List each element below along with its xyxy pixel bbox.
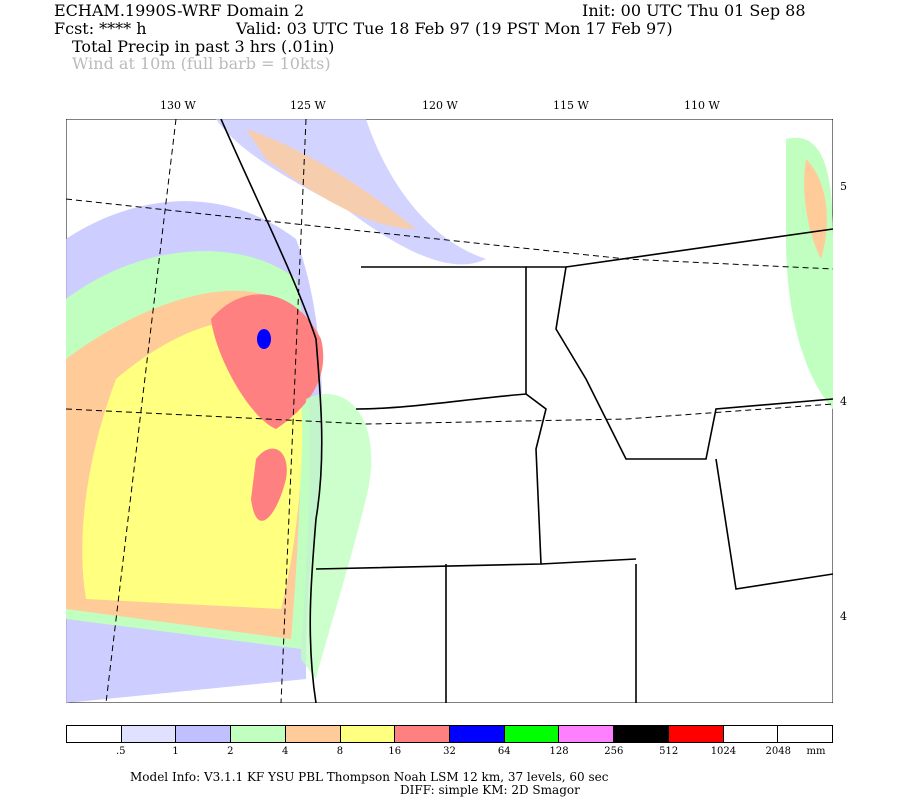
- colorbar-swatch: [395, 726, 451, 742]
- colorbar-swatch: [723, 726, 779, 742]
- lat-label: 4: [840, 610, 847, 623]
- colorbar-tick-label: 2048: [765, 746, 791, 757]
- colorbar-swatch: [285, 726, 341, 742]
- colorbar-tick-label: 512: [659, 746, 679, 757]
- colorbar-swatch: [450, 726, 505, 742]
- colorbar-swatch: [668, 726, 724, 742]
- colorbar-tick-label: 128: [549, 746, 569, 757]
- field-label-wind: Wind at 10m (full barb = 10kts): [72, 54, 331, 73]
- diffusion-info: DIFF: simple KM: 2D Smagor: [400, 783, 580, 797]
- colorbar-swatch: [559, 726, 615, 742]
- lon-label: 130 W: [160, 99, 196, 112]
- lon-label: 125 W: [290, 99, 326, 112]
- colorbar-unit: mm: [806, 746, 826, 757]
- colorbar-tick-label: 8: [336, 746, 344, 757]
- colorbar-tick-label: 256: [604, 746, 624, 757]
- colorbar-tick-label: .5: [116, 746, 126, 757]
- forecast-hour: Fcst: **** h: [54, 19, 147, 38]
- colorbar-swatch: [176, 726, 232, 742]
- colorbar-tick-label: 4: [281, 746, 289, 757]
- valid-time: Valid: 03 UTC Tue 18 Feb 97 (19 PST Mon …: [236, 19, 673, 38]
- field-label-precip: Total Precip in past 3 hrs (.01in): [72, 37, 335, 56]
- lat-label: 4: [840, 395, 847, 408]
- colorbar-tick-label: 1024: [710, 746, 737, 757]
- colorbar-swatch: [67, 726, 122, 742]
- colorbar-swatch: [504, 726, 560, 742]
- colorbar-tick-label: 64: [497, 746, 511, 757]
- colorbar-tick-label: 16: [388, 746, 402, 757]
- lat-label: 5: [840, 180, 847, 193]
- colorbar-swatch: [778, 726, 833, 742]
- map-title: ECHAM.1990S-WRF Domain 2: [54, 1, 305, 20]
- colorbar-swatch: [121, 726, 177, 742]
- lon-label: 115 W: [553, 99, 589, 112]
- colorbar-swatch: [231, 726, 286, 742]
- precip-shading: [66, 119, 833, 703]
- graticule: [66, 119, 833, 703]
- colorbar-tick-label: 1: [172, 746, 179, 757]
- colorbar-swatch: [614, 726, 669, 742]
- colorbar-tick-label: 32: [443, 746, 456, 757]
- init-time: Init: 00 UTC Thu 01 Sep 88: [582, 1, 806, 20]
- lon-label: 110 W: [684, 99, 720, 112]
- state-borders: [220, 119, 833, 703]
- precip-map: [66, 119, 833, 703]
- lon-label: 120 W: [422, 99, 458, 112]
- colorbar-tick-label: 2: [227, 746, 234, 757]
- model-info: Model Info: V3.1.1 KF YSU PBL Thompson N…: [130, 770, 609, 784]
- colorbar: [66, 725, 833, 743]
- colorbar-swatch: [340, 726, 396, 742]
